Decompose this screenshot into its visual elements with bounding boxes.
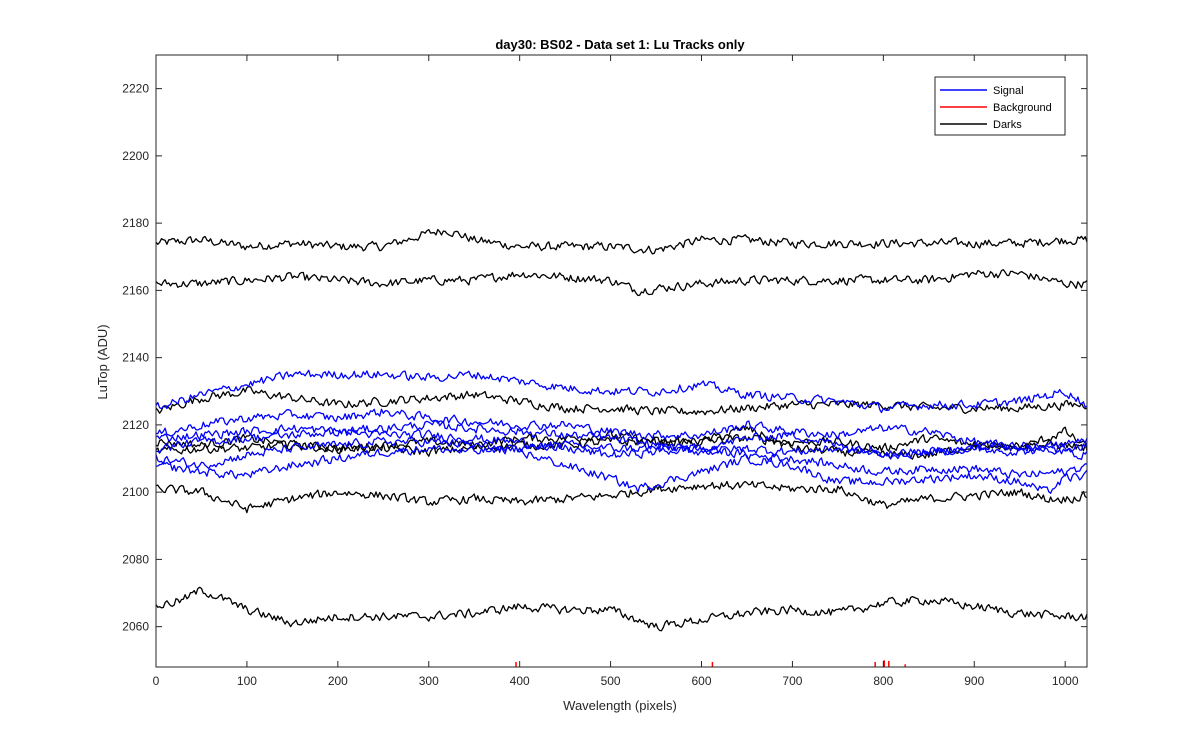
x-tick-label: 900	[964, 674, 984, 688]
x-tick-label: 500	[601, 674, 621, 688]
darks-series-line	[155, 228, 1088, 255]
y-tick-label: 2060	[122, 620, 149, 634]
x-tick-label: 100	[237, 674, 257, 688]
signal-series-line	[155, 408, 1088, 453]
signal-series-line	[155, 369, 1088, 414]
axes-box	[155, 54, 1088, 668]
y-tick-label: 2100	[122, 485, 149, 499]
y-axis-label: LuTop (ADU)	[95, 324, 110, 399]
legend-box	[934, 76, 1066, 136]
signal-series-line	[156, 426, 1088, 479]
legend: Signal Background Darks	[934, 76, 1066, 136]
y-tick-label: 2200	[122, 149, 149, 163]
chart-title: day30: BS02 - Data set 1: Lu Tracks only	[495, 37, 745, 52]
signal-series-line	[155, 420, 1088, 461]
legend-label: Background	[993, 102, 1052, 114]
signal-series-line	[155, 430, 1088, 480]
x-tick-label: 800	[873, 674, 893, 688]
y-tick-label: 2180	[122, 216, 149, 230]
legend-label: Darks	[993, 119, 1022, 131]
x-tick-label: 200	[328, 674, 348, 688]
darks-series-line	[155, 269, 1088, 297]
signal-series-line	[155, 436, 1088, 494]
x-tick-label: 400	[510, 674, 530, 688]
x-tick-label: 600	[691, 674, 711, 688]
darks-series-line	[155, 480, 1088, 514]
darks-series-line	[155, 586, 1088, 632]
y-tick-label: 2160	[122, 283, 149, 297]
y-tick-label: 2220	[122, 82, 149, 96]
x-tick-label: 0	[153, 674, 160, 688]
y-tick-label: 2120	[122, 418, 149, 432]
x-tick-label: 1000	[1052, 674, 1079, 688]
y-tick-label: 2140	[122, 351, 149, 365]
y-tick-label: 2080	[122, 552, 149, 566]
plot-area	[155, 228, 1088, 667]
legend-label: Signal	[993, 85, 1024, 97]
darks-series-line	[155, 425, 1088, 460]
x-tick-label: 300	[419, 674, 439, 688]
x-axis-label: Wavelength (pixels)	[563, 698, 677, 713]
x-tick-label: 700	[782, 674, 802, 688]
axes: 0 100 200 300 400 500 600 700 800 900 1000 2060 2080…	[122, 54, 1088, 688]
